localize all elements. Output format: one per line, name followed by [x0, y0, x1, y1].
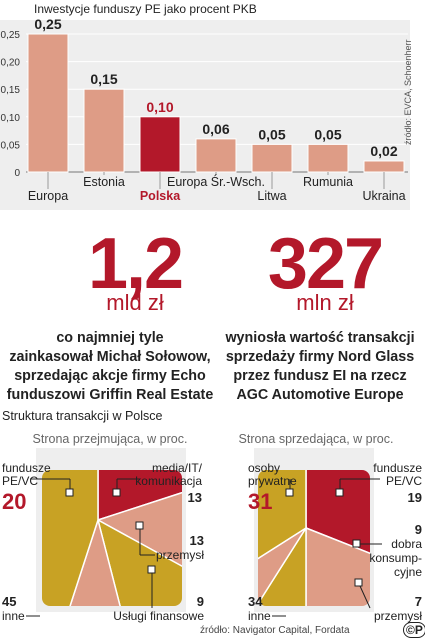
bar-rumunia [307, 143, 349, 173]
pie2-label-przemysl: przemysł [374, 609, 422, 623]
y-tick-label: 0,10 [1, 113, 21, 124]
category-label: Litwa [257, 189, 286, 203]
stat-line: wyniosła wartość transakcji [225, 330, 415, 346]
pie1-value-media: 13 [188, 490, 202, 505]
bar-value-label: 0,10 [146, 99, 173, 115]
pie1-value-inne: 45 [2, 594, 16, 609]
pie2-labels: osoby prywatne 31 fundusze PE/VC 19 9 do… [248, 461, 422, 623]
pie-slice [97, 470, 182, 522]
pie2-label-osoby-line1: osoby [248, 461, 280, 475]
publisher-logo: ©P [403, 622, 425, 638]
category-label: Rumunia [303, 175, 353, 189]
pie1-label-media-line2: komunikacja [135, 474, 202, 488]
pie2-label-fundusze-line2: PE/VC [386, 474, 422, 488]
pie2-value-fundusze: 19 [408, 490, 422, 505]
bar-ukraina [363, 160, 405, 173]
category-label: Europa [28, 189, 68, 203]
pie2-label-fundusze-line1: fundusze [373, 461, 422, 475]
pie1-value-przemysl: 13 [190, 533, 204, 548]
stat-line: funduszowi Griffin Real Estate [6, 387, 214, 403]
stat-description-1: co najmniej tyle zainkasował Michał Soło… [4, 329, 216, 405]
pie1-label-uslugi: Usługi finansowe [113, 609, 204, 623]
bar-value-label: 0,06 [202, 121, 229, 137]
pie2-label-dobra-line2: konsump- [369, 551, 422, 565]
pie-slice [258, 525, 307, 606]
category-label: Estonia [83, 175, 125, 189]
pie-slice [258, 527, 307, 606]
pie-slice [96, 518, 182, 606]
bar-chart-title: Inwestycje funduszy PE jako procent PKB [34, 2, 257, 16]
stat-description-2: wyniosła wartość transakcji sprzedaży fi… [215, 329, 425, 405]
pie-slice [53, 517, 134, 606]
pie2-value-osoby: 31 [248, 489, 272, 514]
bar-chart: Inwestycje funduszy PE jako procent PKB … [0, 2, 413, 210]
bar-estonia [83, 88, 125, 173]
pie-slice [258, 470, 307, 605]
pie1-labels: fundusze PE/VC 20 media/IT/ komunikacja … [2, 461, 204, 623]
pie-slice [305, 526, 370, 606]
pie-slice [305, 470, 370, 581]
pie2-title: Strona sprzedająca, w proc. [239, 432, 394, 446]
stat-unit-1: mld zł [106, 290, 164, 315]
stat-number-2: 327 [267, 224, 384, 304]
y-tick-label: 0,25 [1, 30, 21, 41]
bar-value-label: 0,15 [90, 71, 117, 87]
bar-value-label: 0,05 [314, 126, 341, 142]
pie2-value-dobra: 9 [415, 522, 422, 537]
pie-slice [96, 475, 182, 589]
pie-slice [42, 470, 99, 606]
stat-line: sprzedaży firmy Nord Glass [225, 349, 415, 365]
y-tick-label: 0,15 [1, 85, 21, 96]
stat-line: zainkasował Michał Sołowow, [9, 349, 211, 365]
stat-line: sprzedając akcje firmy Echo [14, 368, 206, 384]
pie2-label-dobra-line1: dobra [391, 537, 422, 551]
pie2-value-inne: 34 [248, 594, 263, 609]
pie2-label-inne: inne [248, 609, 271, 623]
pie-charts: Strona przejmująca, w proc. fundusze PE/… [2, 432, 422, 623]
bar-chart-source: źródło: EVCA, Schoenherr [403, 39, 413, 145]
pie1-label-przemysl: przemysł [156, 548, 204, 562]
pie1-label-fundusze-line2: PE/VC [2, 474, 38, 488]
y-tick-label: 0,20 [1, 58, 21, 69]
category-label: Europa Śr.-Wsch. [167, 174, 265, 189]
bar-value-label: 0,25 [34, 16, 61, 32]
stat-line: AGC Automotive Europe [236, 387, 404, 403]
bar-polska [139, 116, 181, 173]
pie1-value-uslugi: 9 [197, 594, 204, 609]
pie1-label-fundusze-line1: fundusze [2, 461, 51, 475]
stat-line: przez fundusz EI na rzecz [233, 368, 407, 384]
pie1-label-media-line1: media/IT/ [152, 461, 203, 475]
pie1-value-fundusze: 20 [2, 489, 26, 514]
stat-number-1: 1,2 [87, 224, 184, 304]
section-title: Struktura transakcji w Polsce [2, 409, 163, 423]
pie2-label-osoby-line2: prywatne [248, 474, 297, 488]
bar-europa-śr-wsch- [195, 138, 237, 173]
bar-europa [27, 33, 69, 173]
bar-value-label: 0,02 [370, 143, 397, 159]
pie1-label-inne: inne [2, 609, 25, 623]
pie2-value-przemysl: 7 [415, 594, 422, 609]
stat-line: co najmniej tyle [56, 330, 164, 346]
category-label: Ukraina [362, 189, 405, 203]
footer-source: źródło: Navigator Capital, Fordata [200, 625, 350, 636]
pie2-label-dobra-line3: cyjne [394, 565, 422, 579]
stat-unit-2: mln zł [296, 290, 354, 315]
pie1-title: Strona przejmująca, w proc. [33, 432, 188, 446]
bar-litwa [251, 143, 293, 173]
y-tick-label: 0,05 [1, 140, 21, 151]
bar-value-label: 0,05 [258, 126, 285, 142]
y-tick-label: 0 [14, 168, 20, 179]
category-label: Polska [140, 189, 181, 203]
